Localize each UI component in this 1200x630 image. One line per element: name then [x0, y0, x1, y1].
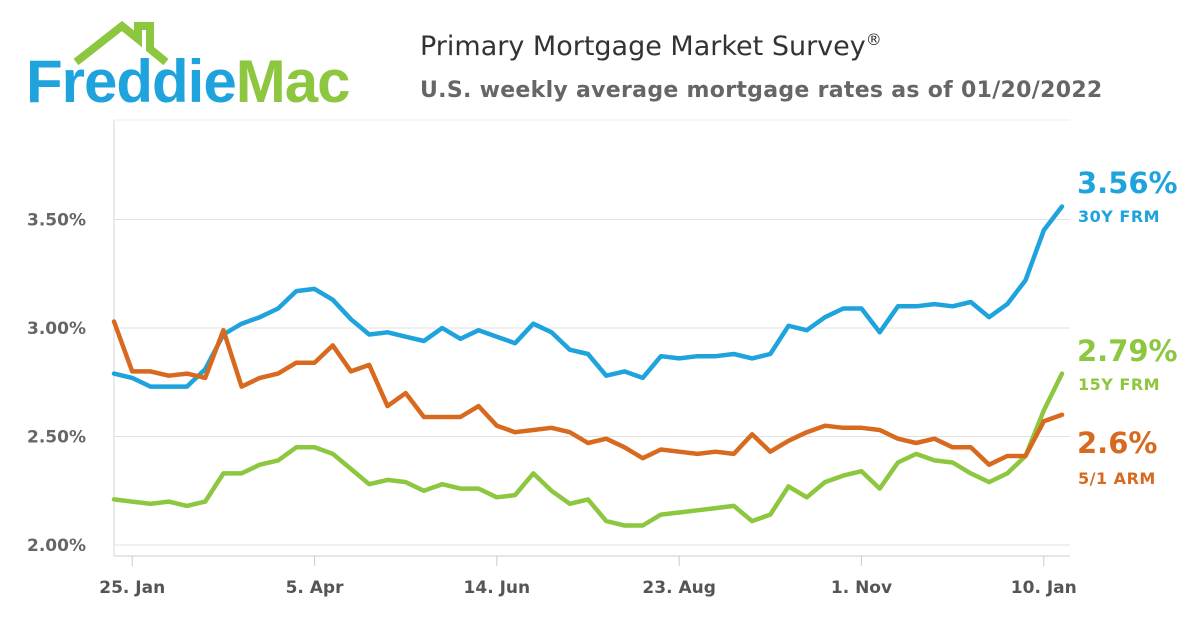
logo-roof-icon: [73, 20, 169, 66]
freddie-mac-logo: FreddieMac: [26, 20, 350, 110]
chart-subtitle: U.S. weekly average mortgage rates as of…: [420, 78, 1103, 103]
chart-title-text: Primary Mortgage Market Survey: [420, 31, 866, 62]
y-tick-label: 2.50%: [27, 428, 86, 448]
chart-title: Primary Mortgage Market Survey®: [420, 30, 882, 62]
logo-freddie-text: Freddie: [26, 48, 236, 110]
last-value-30y-frm: 3.56%: [1077, 166, 1178, 200]
series-line-5-1-arm: [111, 319, 1065, 467]
series-line-30y-frm: [111, 204, 1065, 389]
x-tick-label: 25. Jan: [99, 578, 165, 598]
y-tick-label: 3.50%: [27, 211, 86, 231]
logo-mac-text: Mac: [236, 48, 350, 110]
y-tick-label: 2.00%: [27, 536, 86, 556]
x-tick-label: 5. Apr: [286, 578, 345, 598]
series-label-15y-frm: 15Y FRM: [1078, 375, 1161, 394]
x-tick-label: 23. Aug: [642, 578, 715, 598]
x-tick-label: 10. Jan: [1011, 578, 1077, 598]
last-value-15y-frm: 2.79%: [1077, 334, 1178, 368]
x-tick-label: 14. Jun: [464, 578, 531, 598]
registered-mark: ®: [865, 30, 882, 49]
svg-text:FreddieMac: FreddieMac: [26, 48, 349, 110]
x-tick-label: 1. Nov: [831, 578, 892, 598]
last-value-5-1-arm: 2.6%: [1077, 426, 1158, 460]
series-line-15y-frm: [111, 371, 1065, 528]
series-label-5-1-arm: 5/1 ARM: [1078, 469, 1156, 488]
series-label-30y-frm: 30Y FRM: [1078, 207, 1161, 226]
y-tick-label: 3.00%: [27, 319, 86, 339]
